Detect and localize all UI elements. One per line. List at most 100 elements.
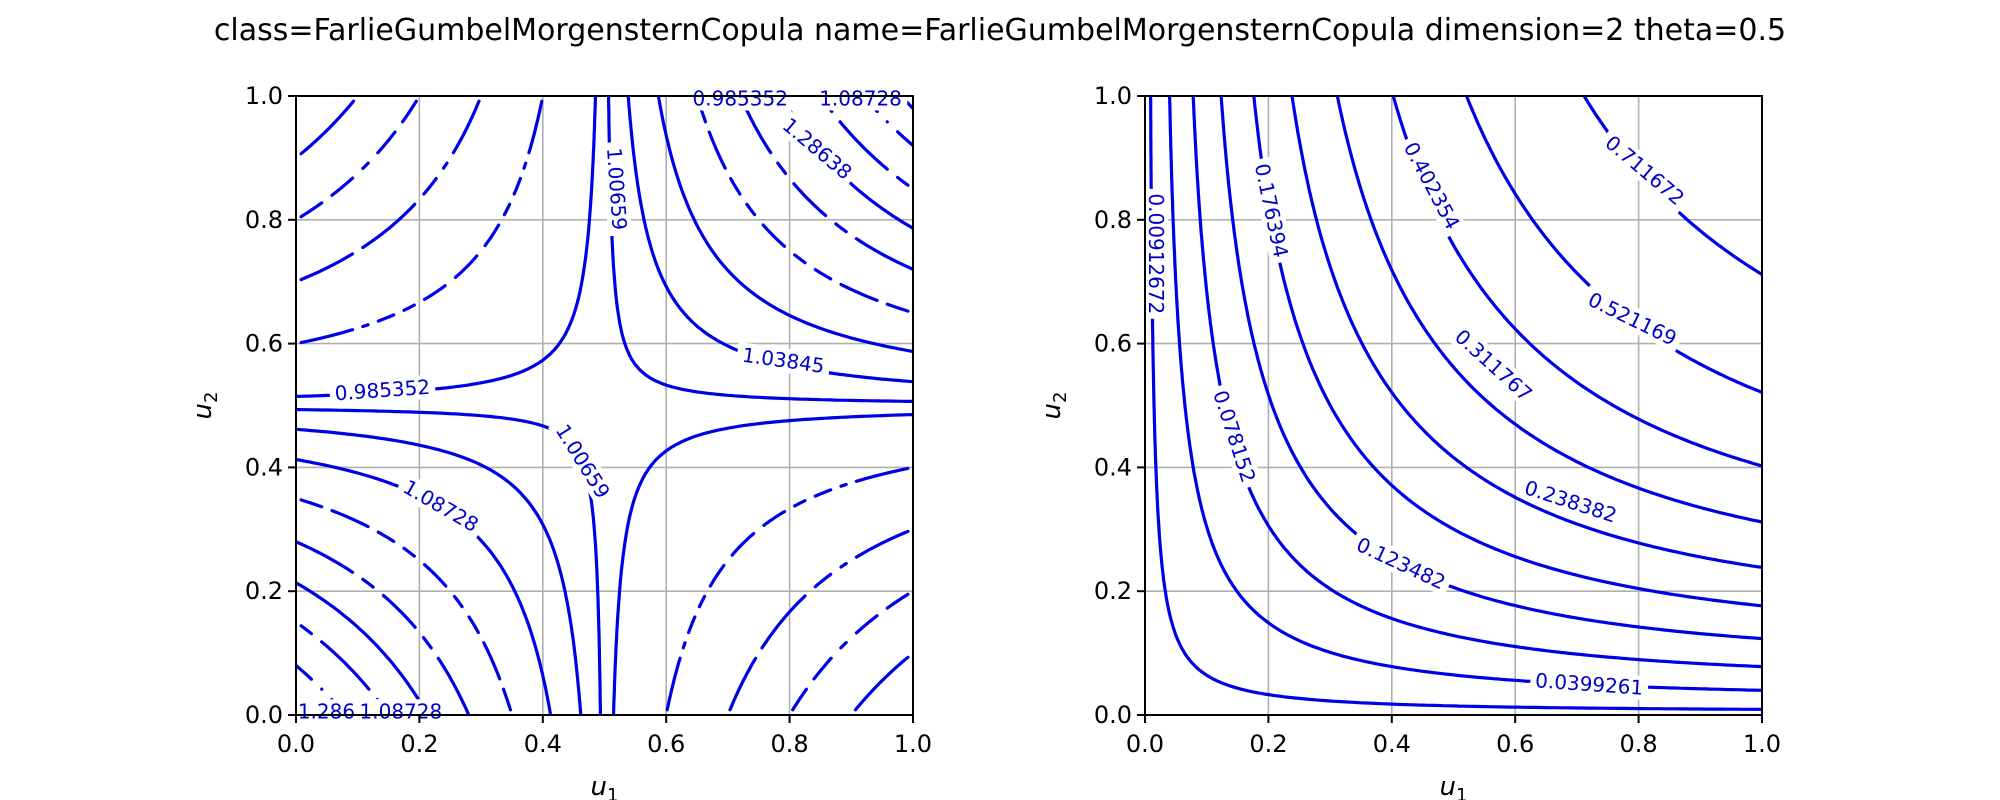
contour-line-0.9 [299, 99, 910, 712]
contour-line-1.03845 [296, 96, 913, 715]
y-tick-label: 0.2 [245, 577, 283, 605]
contour-label-gap [547, 415, 618, 508]
x-tick-label: 0.2 [400, 730, 438, 758]
figure-title: class=FarlieGumbelMorgensternCopula name… [214, 13, 1786, 48]
grid [295, 95, 914, 716]
y-tick-label: 0.0 [245, 701, 283, 729]
contour-label: 0.238382 [1522, 475, 1620, 527]
contour-line-0.238382 [1290, 96, 1762, 569]
contour-label-gap [601, 141, 633, 237]
contour-label-group: 0.311767 [1446, 321, 1541, 410]
y-axis-label: u2 [1037, 392, 1071, 420]
contour-line-1.00659 [296, 96, 913, 715]
contour-label: 0.985352 [693, 86, 788, 110]
contour-line-0.176394 [1252, 96, 1762, 608]
ticks: 0.0 0.2 0.4 0.6 0.8 1.0 0.0 0.2 0.4 0.6 0.8 1.0 [245, 82, 932, 758]
contour-label: 0.985352 [334, 375, 431, 406]
contour-label-gap [687, 86, 794, 111]
contour-label-gap [354, 699, 448, 724]
contour-line-0.985352 [296, 96, 913, 715]
contour-line-1.48 [296, 96, 913, 715]
contour-label-gap [1446, 321, 1541, 410]
y-tick-label: 1.0 [1094, 82, 1132, 110]
x-axis-label: u1 [591, 772, 619, 800]
contour-label-group: 0.711672 [1596, 127, 1693, 214]
contour-label-gap [1206, 382, 1263, 491]
x-tick-label: 0.8 [771, 730, 809, 758]
x-tick-label: 1.0 [1743, 730, 1781, 758]
contour-label-gap [1579, 284, 1686, 353]
contour-label: 0.0399261 [1534, 668, 1644, 699]
contour-label-group: 1.08728 [394, 472, 488, 540]
y-tick-label: 0.6 [1094, 330, 1132, 358]
y-tick-label: 1.0 [245, 82, 283, 110]
contour-label-gap [1396, 133, 1468, 239]
x-tick-label: 0.4 [1373, 730, 1411, 758]
y-tick-label: 0.8 [245, 206, 283, 234]
x-tick-label: 1.0 [894, 730, 932, 758]
contour-line-0.402354 [1391, 96, 1762, 468]
plot-frame [1144, 95, 1763, 716]
contour-line-0.311767 [1335, 96, 1762, 524]
cdf-contour-panel: 0.00912672 0.176394 0.402354 0.711672 0.0781… [1037, 82, 1781, 800]
x-tick-label: 0.2 [1249, 730, 1287, 758]
contour-label-gap [394, 472, 488, 540]
pdf-contour-panel: 0.9853521.038451.006591.006591.087281.28… [188, 82, 932, 800]
contour-label-group: 1.00659 [601, 141, 633, 237]
y-tick-label: 0.8 [1094, 206, 1132, 234]
contour-label-gap [328, 374, 436, 406]
x-tick-label: 0.4 [524, 730, 562, 758]
contour-label: 0.521169 [1584, 287, 1680, 350]
contour-label: 0.123482 [1353, 532, 1450, 594]
contour-label-group: 1.08728 [354, 699, 448, 724]
contour-label-group: 0.985352 [687, 86, 794, 111]
contour-line-1.15 [299, 99, 910, 712]
contour-label: 0.00912672 [1144, 193, 1168, 314]
contour-line-0.7 [299, 99, 910, 712]
contour-label: 0.176394 [1250, 161, 1293, 259]
contour-label-group: 0.521169 [1579, 284, 1686, 353]
x-tick-label: 0.0 [277, 730, 315, 758]
contour-label: 1.03845 [741, 343, 826, 378]
contour-label-gap [1516, 473, 1625, 530]
contour-label: 0.078152 [1208, 387, 1260, 485]
contour-label-group: 1.28638 [773, 109, 861, 188]
contour-labels: 0.9853521.038451.006591.006591.087281.28… [292, 86, 908, 724]
y-tick-label: 0.0 [1094, 701, 1132, 729]
contour-label-gap [735, 341, 832, 379]
contour-labels: 0.00912672 0.176394 0.402354 0.711672 0.0781… [1144, 127, 1693, 701]
contour-line-1.42 [296, 96, 913, 715]
contour-label-group: 0.123482 [1348, 530, 1454, 597]
contour-line-1.28638 [296, 96, 913, 715]
x-axis-label: u1 [1440, 772, 1468, 800]
contour-label-gap [1596, 127, 1693, 214]
y-tick-label: 0.4 [245, 453, 283, 481]
contour-label-group: 1.03845 [735, 341, 832, 379]
x-tick-label: 0.6 [647, 730, 685, 758]
contour-label: 1.08728 [399, 475, 483, 537]
contour-label-gap [1248, 156, 1295, 265]
contour-line-1.22 [296, 96, 913, 715]
contour-lines [296, 96, 913, 715]
contour-label: 1.08728 [360, 699, 443, 723]
y-tick-label: 0.6 [245, 330, 283, 358]
x-tick-label: 0.6 [1496, 730, 1534, 758]
y-tick-label: 0.4 [1094, 453, 1132, 481]
contour-label: 1.00659 [602, 147, 632, 231]
y-axis-label: u2 [188, 392, 222, 420]
contour-label-group: 1.00659 [547, 415, 618, 508]
plot-frame [295, 95, 914, 716]
contour-label: 1.08728 [819, 86, 902, 110]
contour-label-gap [1529, 667, 1649, 701]
contour-label-gap [773, 109, 861, 188]
contour-label-group: 0.00912672 [1144, 188, 1169, 319]
ticks: 0.0 0.2 0.4 0.6 0.8 1.0 0.0 0.2 0.4 0.6 0.8 1.0 [1094, 82, 1781, 758]
contour-label-gap [1348, 530, 1454, 597]
contour-line-1.08728 [296, 96, 913, 715]
contour-label-group: 0.078152 [1206, 382, 1263, 491]
contour-label-group: 0.0399261 [1529, 667, 1649, 701]
x-tick-label: 0.8 [1620, 730, 1658, 758]
y-tick-label: 0.2 [1094, 577, 1132, 605]
contour-line-0.8 [299, 99, 910, 712]
